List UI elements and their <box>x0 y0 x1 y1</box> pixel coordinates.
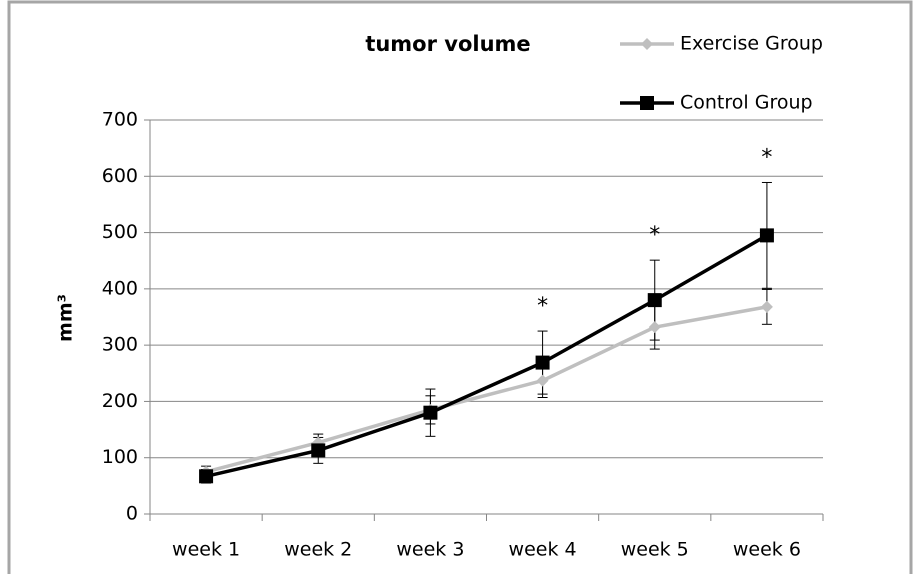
marker <box>647 293 662 308</box>
marker <box>760 300 773 313</box>
legend-label: Exercise Group <box>680 33 823 55</box>
legend-marker <box>640 96 654 110</box>
y-tick-label: 100 <box>102 446 138 468</box>
series-line <box>205 305 768 474</box>
y-tick-label: 600 <box>102 165 138 187</box>
y-tick-label: 500 <box>102 221 138 243</box>
marker <box>648 321 661 334</box>
marker <box>423 405 438 420</box>
marker <box>311 443 326 458</box>
y-tick-label: 700 <box>102 109 138 131</box>
marker <box>535 355 550 370</box>
y-tick-label: 300 <box>102 334 138 356</box>
x-tick-label: week 5 <box>621 539 689 561</box>
chart-border <box>7 0 913 574</box>
y-tick-label: 400 <box>102 277 138 299</box>
y-axis-label: mm³ <box>55 294 77 342</box>
x-tick-label: week 6 <box>733 539 801 561</box>
marker <box>759 228 774 243</box>
series-line <box>205 233 768 478</box>
x-tick-label: week 1 <box>172 539 240 561</box>
x-tick-label: week 3 <box>396 539 464 561</box>
legend-label: Control Group <box>680 92 813 114</box>
marker <box>536 374 549 387</box>
x-tick-label: week 4 <box>509 539 577 561</box>
marker <box>199 469 214 484</box>
annotation: * <box>537 294 548 319</box>
y-tick-label: 0 <box>126 503 138 525</box>
x-tick-label: week 2 <box>284 539 352 561</box>
legend-marker <box>641 38 653 50</box>
annotation: * <box>761 145 772 170</box>
chart-title: tumor volume <box>365 32 530 56</box>
annotation: * <box>649 223 660 248</box>
y-tick-label: 200 <box>102 390 138 412</box>
